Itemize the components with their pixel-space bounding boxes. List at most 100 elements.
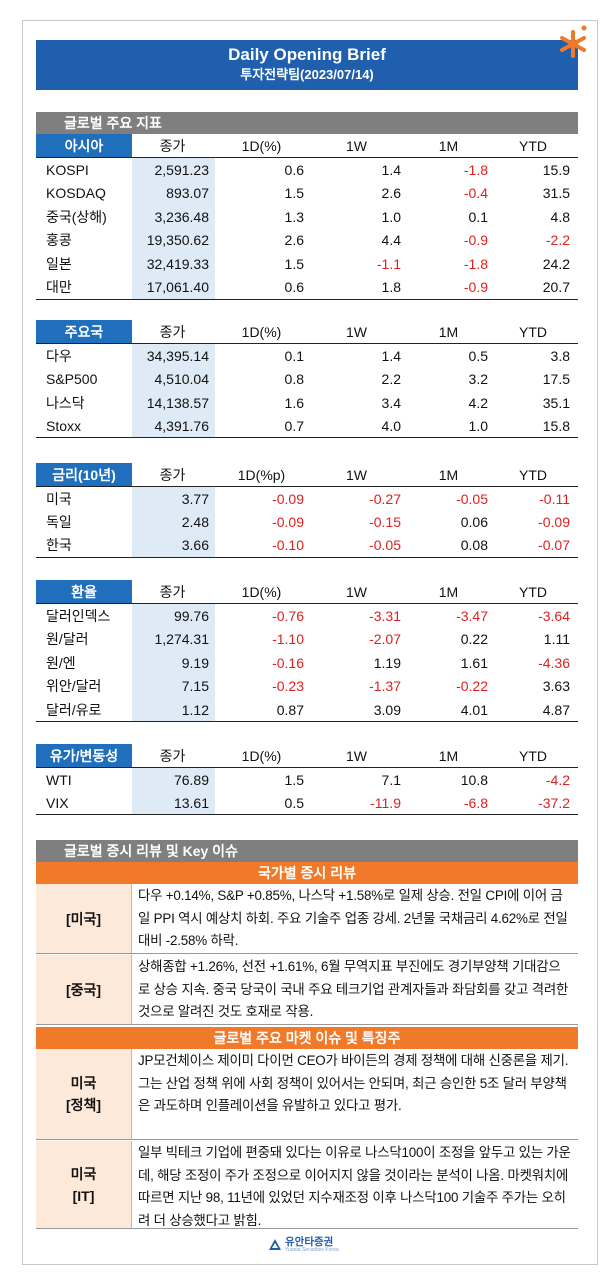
cell-d1: 0.6: [284, 161, 304, 178]
table-row: 원/달러 1,274.31 -1.10 -2.07 0.22 1.11: [36, 627, 578, 651]
cell-m1: 0.5: [468, 347, 488, 364]
column-header: 1D(%): [215, 134, 308, 159]
cell-close: 3,236.48: [132, 204, 215, 229]
table-row: 원/엔 9.19 -0.16 1.19 1.61 -4.36: [36, 650, 578, 675]
cell-d1: 0.8: [284, 370, 304, 387]
report-header: Daily Opening Brief 투자전략팀(2023/07/14): [36, 40, 578, 90]
cell-d1: 1.3: [284, 208, 304, 225]
cell-name: 대만: [36, 275, 132, 300]
table-row: Stoxx 4,391.76 0.7 4.0 1.0 15.8: [36, 414, 578, 439]
column-header: 1W: [308, 134, 405, 159]
table-row: 홍콩 19,350.62 2.6 4.4 -0.9 -2.2: [36, 228, 578, 252]
cell-m1: 1.61: [460, 654, 488, 671]
issue-key-country: 미국: [70, 1165, 97, 1182]
cell-ytd: -37.2: [492, 791, 578, 816]
cell-close: 32,419.33: [132, 251, 215, 276]
column-header: 1D(%): [215, 580, 308, 605]
cell-name: 홍콩: [46, 232, 72, 249]
cell-ytd: 3.8: [550, 347, 570, 364]
cell-w1: -0.05: [308, 533, 405, 558]
column-header: YTD: [492, 580, 578, 605]
cell-name: 한국: [36, 533, 132, 558]
country-review-title: 국가별 증시 리뷰: [36, 862, 578, 884]
cell-w1: 4.0: [308, 414, 405, 439]
table-tag: 주요국: [36, 320, 132, 345]
review-text: 상해종합 +1.26%, 선전 +1.61%, 6월 무역지표 부진에도 경기부…: [138, 959, 569, 1019]
table-row: WTI 76.89 1.5 7.1 10.8 -4.2: [36, 767, 578, 792]
cell-w1: -11.9: [308, 791, 405, 816]
table-fx: 환율 종가 1D(%) 1W 1M YTD 달러인덱스 99.76 -0.76 -3.31 -3.4…: [36, 580, 578, 723]
cell-ytd: -2.2: [545, 232, 570, 249]
table-row: 중국(상해) 3,236.48 1.3 1.0 0.1 4.8: [36, 204, 578, 229]
cell-m1: 0.1: [468, 208, 488, 225]
table-row: 독일 2.48 -0.09 -0.15 0.06 -0.09: [36, 510, 578, 534]
cell-ytd: 4.8: [550, 208, 570, 225]
table-tag: 환율: [36, 580, 132, 605]
issue-key-topic: [정책]: [65, 1097, 102, 1113]
cell-close: 14,138.57: [132, 390, 215, 415]
cell-d1: 1.5: [284, 771, 304, 788]
cell-d1: -0.09: [272, 490, 304, 507]
cell-w1: 2.2: [381, 370, 401, 387]
cell-w1: -2.07: [369, 630, 401, 647]
column-header: YTD: [492, 463, 578, 488]
table-tag: 유가/변동성: [36, 744, 132, 769]
issue-text: JP모건체이스 제이미 다이먼 CEO가 바이든의 경제 정책에 대해 신중론을…: [138, 1053, 569, 1113]
cell-w1: -1.37: [369, 678, 401, 695]
column-header: 종가: [132, 744, 215, 769]
cell-w1: -0.15: [369, 513, 401, 530]
cell-name: 일본: [46, 255, 72, 272]
cell-w1: 3.09: [308, 697, 405, 723]
column-header: 1M: [405, 320, 492, 345]
cell-close: 19,350.62: [132, 228, 215, 252]
column-header: YTD: [492, 320, 578, 345]
column-header: 1D(%): [215, 320, 308, 345]
table-row: 한국 3.66 -0.10 -0.05 0.08 -0.07: [36, 533, 578, 558]
cell-name: 미국: [46, 490, 72, 507]
cell-ytd: 15.8: [492, 414, 578, 439]
issue-key-country: 미국: [70, 1075, 97, 1091]
issue-text: 일부 빅테크 기업에 편중돼 있다는 이유로 나스닥100이 조정을 앞두고 있…: [138, 1145, 571, 1228]
cell-d1: -0.09: [272, 513, 304, 530]
table-header-row: 아시아 종가 1D(%) 1W 1M YTD: [36, 134, 578, 159]
cell-ytd: -3.64: [538, 607, 570, 624]
cell-d1: 0.6: [215, 275, 308, 300]
cell-w1: 1.4: [381, 161, 401, 178]
logo-subtext: Yuanta Securities Korea: [285, 1247, 339, 1253]
table-row: 대만 17,061.40 0.6 1.8 -0.9 20.7: [36, 275, 578, 300]
column-header: 1M: [405, 580, 492, 605]
table-header-row: 환율 종가 1D(%) 1W 1M YTD: [36, 580, 578, 605]
review-key: [중국]: [36, 955, 132, 1024]
table-row: 미국 3.77 -0.09 -0.27 -0.05 -0.11: [36, 486, 578, 511]
column-header: YTD: [492, 744, 578, 769]
cell-d1: 0.5: [215, 791, 308, 816]
table-row: KOSPI 2,591.23 0.6 1.4 -1.8 15.9: [36, 157, 578, 182]
cell-close: 9.19: [132, 650, 215, 675]
table-rates: 금리(10년) 종가 1D(%p) 1W 1M YTD 미국 3.77 -0.09 -0.27 -0…: [36, 463, 578, 558]
table-major: 주요국 종가 1D(%) 1W 1M YTD 다우 34,395.14 0.1 1.4 0.5 3.8…: [36, 320, 578, 439]
cell-name: KOSPI: [46, 161, 89, 178]
column-header: 1W: [308, 744, 405, 769]
cell-ytd: 3.63: [542, 678, 570, 695]
cell-m1: -1.8: [463, 255, 488, 272]
cell-name: 달러인덱스: [46, 607, 111, 624]
cell-w1: 3.4: [381, 394, 401, 411]
cell-name: 위안/달러: [46, 678, 102, 695]
cell-d1: -0.76: [272, 607, 304, 624]
cell-d1: -0.23: [272, 678, 304, 695]
cell-w1: 1.8: [308, 275, 405, 300]
cell-close: 2,591.23: [132, 157, 215, 182]
column-header: 1M: [405, 744, 492, 769]
cell-close: 7.15: [132, 674, 215, 698]
table-tag: 금리(10년): [36, 463, 132, 488]
cell-m1: -0.4: [463, 184, 488, 201]
table-row: 다우 34,395.14 0.1 1.4 0.5 3.8: [36, 343, 578, 368]
table-oil: 유가/변동성 종가 1D(%) 1W 1M YTD WTI 76.89 1.5 7.1 10.8 -4…: [36, 744, 578, 816]
cell-m1: -0.9: [405, 275, 492, 300]
cell-w1: 1.19: [373, 654, 401, 671]
cell-w1: 1.0: [381, 208, 401, 225]
cell-w1: 7.1: [381, 771, 401, 788]
cell-name: 중국(상해): [46, 208, 107, 225]
column-header: 1W: [308, 580, 405, 605]
review-item-us: [미국] 다우 +0.14%, S&P +0.85%, 나스닥 +1.58%로 …: [36, 884, 578, 954]
